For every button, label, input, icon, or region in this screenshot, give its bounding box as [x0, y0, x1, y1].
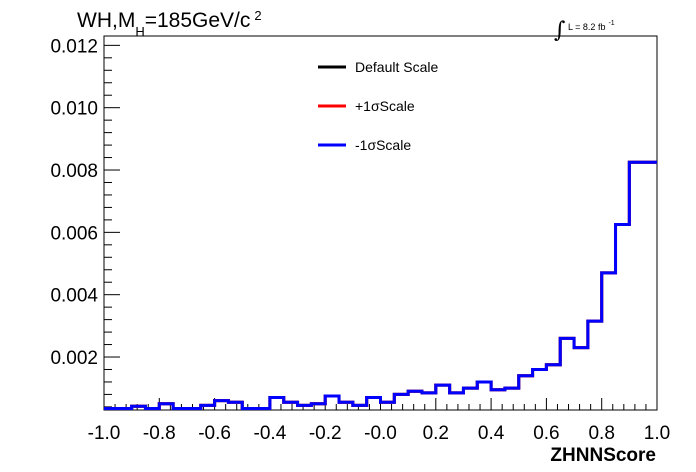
x-tick-label: 0.6	[533, 423, 559, 444]
chart-title: WH,MH=185GeV/c 2	[77, 8, 262, 39]
y-tick-label: 0.006	[50, 223, 98, 244]
luminosity-superscript: -1	[608, 20, 614, 27]
title-superscript: 2	[254, 8, 261, 23]
legend: Default Scale +1σScale -1σScale	[318, 59, 438, 153]
luminosity-text: L = 8.2 fb	[568, 22, 605, 32]
x-tick-label: -0.6	[198, 423, 231, 444]
series-line-2	[104, 160, 657, 410]
luminosity-value: L = 8.2 fb -1	[568, 20, 615, 32]
y-tick-label: 0.002	[50, 348, 98, 369]
legend-label-3: -1σScale	[355, 137, 411, 153]
title-mass: =185GeV/c	[145, 9, 251, 32]
series-line-1	[104, 160, 657, 410]
x-tick-label: 0.4	[478, 423, 505, 444]
x-tick-label: -0.2	[309, 423, 342, 444]
title-subscript: H	[135, 24, 144, 39]
y-tick-label: 0.010	[50, 99, 98, 120]
integral-symbol: ∫	[554, 18, 566, 43]
series-line-3	[104, 160, 657, 410]
y-tick-labels: 0.002 0.004 0.006 0.008 0.010 0.012	[50, 36, 98, 369]
x-tick-label: -0.8	[143, 423, 176, 444]
x-tick-label: 1.0	[644, 423, 670, 444]
legend-label-2: +1σScale	[355, 98, 415, 114]
x-tick-label: 0.2	[423, 423, 449, 444]
plot-frame	[103, 35, 658, 411]
x-tick-labels: -1.0 -0.8 -0.6 -0.4 -0.2 -0.0 0.2 0.4 0.6 0.8 1.0	[88, 423, 671, 444]
x-tick-label: -0.0	[364, 423, 397, 444]
y-tick-label: 0.004	[50, 286, 98, 307]
y-tick-label: 0.012	[50, 36, 98, 57]
y-tick-label: 0.008	[50, 161, 98, 182]
x-tick-label: -0.4	[254, 423, 287, 444]
x-tick-label: -1.0	[88, 423, 121, 444]
luminosity-label: ∫ L = 8.2 fb -1	[554, 18, 615, 43]
x-axis-label: ZHNNScore	[550, 445, 656, 466]
series-group	[104, 160, 657, 410]
x-tick-label: 0.8	[588, 423, 614, 444]
legend-label-1: Default Scale	[355, 59, 438, 75]
title-process: WH,M	[77, 9, 135, 32]
